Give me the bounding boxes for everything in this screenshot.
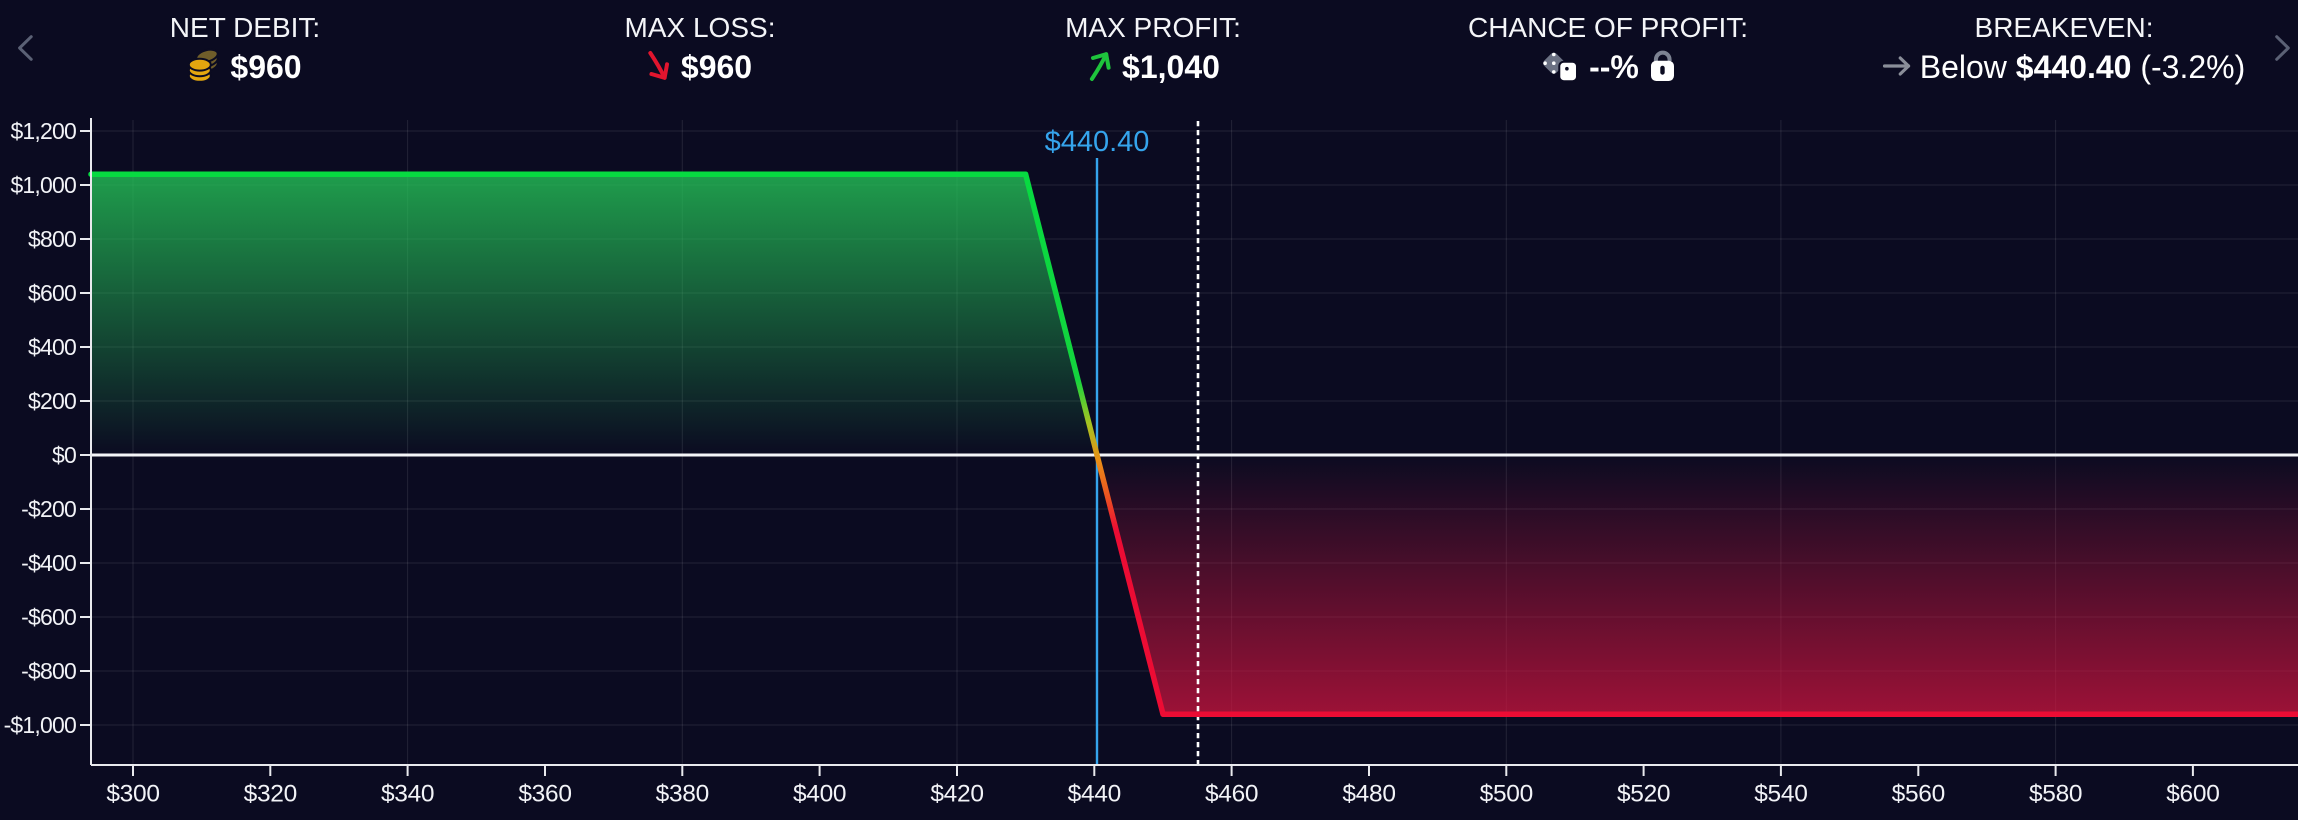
svg-text:$800: $800	[28, 226, 76, 252]
svg-text:$500: $500	[1480, 781, 1533, 808]
svg-text:$520: $520	[1617, 781, 1670, 808]
svg-text:$200: $200	[28, 388, 76, 414]
svg-text:$540: $540	[1754, 781, 1807, 808]
svg-text:-$200: -$200	[21, 496, 76, 522]
svg-text:$600: $600	[2166, 781, 2219, 808]
svg-text:$420: $420	[930, 781, 983, 808]
svg-text:$340: $340	[381, 781, 434, 808]
svg-text:$1,200: $1,200	[10, 118, 76, 144]
svg-text:$320: $320	[244, 781, 297, 808]
svg-text:-$800: -$800	[21, 658, 76, 684]
svg-text:$380: $380	[656, 781, 709, 808]
svg-text:$300: $300	[106, 781, 159, 808]
svg-text:$600: $600	[28, 280, 76, 306]
svg-text:$400: $400	[793, 781, 846, 808]
svg-text:$0: $0	[52, 442, 76, 468]
svg-text:$400: $400	[28, 334, 76, 360]
svg-text:$440.40: $440.40	[1045, 126, 1150, 158]
svg-text:$440: $440	[1068, 781, 1121, 808]
svg-text:-$400: -$400	[21, 550, 76, 576]
svg-text:-$600: -$600	[21, 604, 76, 630]
svg-text:-$1,000: -$1,000	[4, 712, 76, 738]
svg-text:$560: $560	[1892, 781, 1945, 808]
svg-text:$580: $580	[2029, 781, 2082, 808]
svg-text:$360: $360	[518, 781, 571, 808]
svg-text:$1,000: $1,000	[10, 172, 76, 198]
svg-text:$460: $460	[1205, 781, 1258, 808]
svg-text:$480: $480	[1342, 781, 1395, 808]
